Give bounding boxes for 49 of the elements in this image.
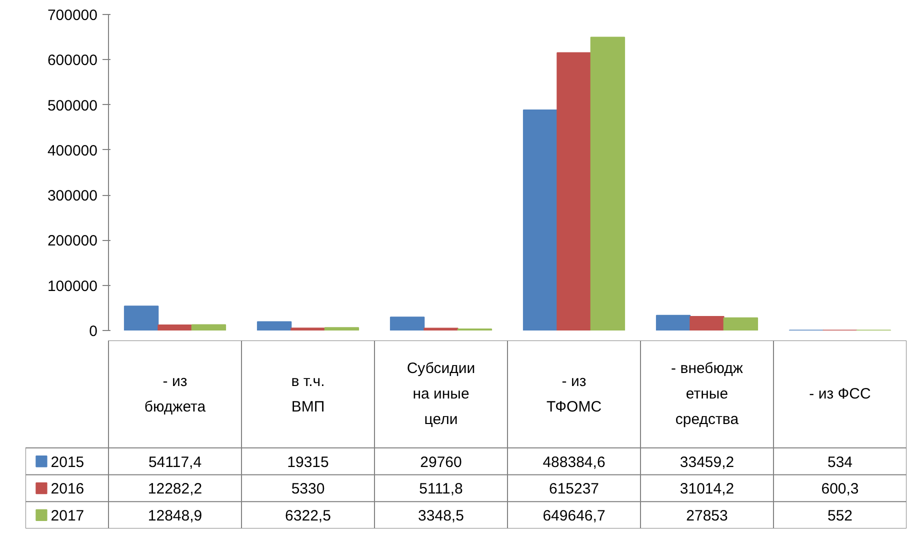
y-tick-label: 200000 (47, 232, 98, 250)
x-tick-label: - из ФСС (809, 386, 871, 403)
data-label: 5111,8 (419, 480, 463, 498)
bar (522, 110, 558, 330)
bar (390, 316, 425, 330)
data-label: 29760 (420, 454, 462, 471)
legend-label: 2016 (50, 480, 84, 498)
y-tick-label: 100000 (47, 278, 98, 295)
y-tick-label: 0 (89, 323, 98, 340)
data-label: 615237 (548, 480, 600, 498)
legend-label: 2015 (50, 454, 84, 471)
bar (256, 321, 292, 330)
y-tick-label: 300000 (47, 188, 98, 205)
bar (191, 324, 226, 330)
data-label: 600,3 (821, 480, 859, 498)
bar (590, 36, 626, 330)
bar (158, 324, 192, 330)
data-label: 12848,9 (148, 508, 202, 525)
data-label: 12282,2 (148, 480, 202, 498)
data-label: 488384,6 (542, 454, 606, 471)
legend-label: 2017 (50, 508, 84, 525)
bar (424, 328, 458, 330)
data-label: 19315 (287, 454, 329, 471)
data-label: 3348,5 (418, 508, 464, 525)
data-label: 33459,2 (680, 454, 734, 471)
data-label: 31014,2 (680, 480, 734, 498)
x-tick-label: - внебюджетные средства (671, 360, 743, 428)
data-label: 649646,7 (542, 508, 606, 525)
x-tick-label: в т.ч. ВМП (291, 372, 325, 416)
data-label: 6322,5 (285, 508, 331, 525)
y-tick-label: 500000 (47, 97, 98, 114)
y-tick-label: 600000 (47, 52, 98, 70)
y-tick-label: 400000 (47, 142, 98, 160)
y-tick-label: 700000 (47, 7, 98, 24)
bar (656, 314, 691, 330)
x-tick-label: Субсидии на иные цели (406, 360, 476, 428)
bar (690, 316, 724, 330)
data-label: 27853 (686, 508, 728, 525)
data-label: 5330 (291, 480, 325, 498)
bar (290, 328, 326, 330)
bar (723, 317, 758, 330)
data-label: 552 (827, 508, 853, 525)
bar (556, 52, 592, 330)
x-tick-label: - из ТФОМС (546, 372, 602, 416)
data-label: 534 (827, 454, 853, 471)
data-label: 54117,4 (148, 454, 202, 471)
bar (124, 306, 159, 330)
x-tick-label: - из бюджета (144, 372, 206, 416)
bar (324, 327, 360, 330)
